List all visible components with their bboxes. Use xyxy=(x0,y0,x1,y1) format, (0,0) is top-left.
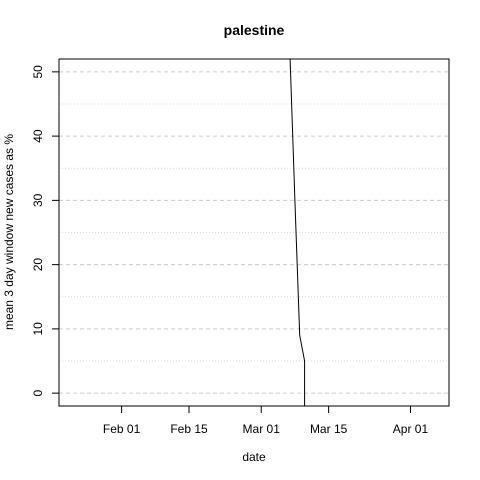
y-axis: 0 10 20 30 40 50 xyxy=(31,65,59,396)
plot-frame xyxy=(58,58,450,407)
x-tick-label: Feb 01 xyxy=(103,422,141,436)
x-tick-label: Mar 01 xyxy=(243,422,281,436)
x-tick-label: Feb 15 xyxy=(170,422,208,436)
x-tick-label: Apr 01 xyxy=(393,422,429,436)
y-tick-label: 40 xyxy=(31,129,45,143)
y-tick-label: 50 xyxy=(31,65,45,79)
x-tick-label: Mar 15 xyxy=(310,422,348,436)
y-tick-label: 10 xyxy=(31,322,45,336)
series-layer xyxy=(289,58,306,406)
series-line xyxy=(289,58,306,406)
y-tick-label: 30 xyxy=(31,193,45,207)
x-axis: Feb 01 Feb 15 Mar 01 Mar 15 Apr 01 xyxy=(103,406,429,436)
chart-title: palestine xyxy=(224,22,285,38)
y-tick-label: 0 xyxy=(31,389,45,396)
x-axis-label: date xyxy=(242,450,266,464)
y-axis-label: mean 3 day window new cases as % xyxy=(2,134,16,330)
y-tick-label: 20 xyxy=(31,258,45,272)
gridlines xyxy=(59,71,449,394)
